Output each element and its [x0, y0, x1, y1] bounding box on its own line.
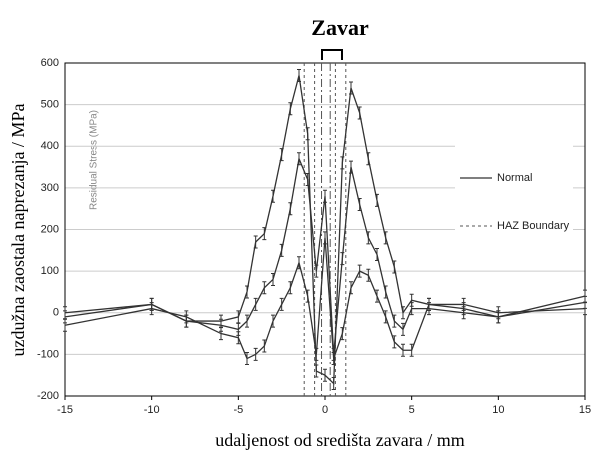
point-marker	[496, 306, 501, 320]
y-tick-label: 0	[53, 307, 59, 319]
point-marker	[349, 81, 353, 95]
y-tick-label: 100	[41, 265, 59, 277]
point-marker	[409, 302, 414, 316]
point-marker	[279, 297, 284, 311]
weld-symbol	[321, 49, 343, 60]
chart-title: Zavar	[311, 15, 369, 40]
point-marker	[314, 364, 319, 378]
point-marker	[357, 106, 362, 120]
point-marker	[245, 285, 249, 299]
x-tick-label: 10	[492, 404, 504, 416]
point-marker	[262, 227, 267, 241]
point-marker	[583, 302, 587, 316]
point-marker	[383, 310, 388, 324]
y-tick-label: -100	[37, 348, 59, 360]
y-tick-label: 600	[41, 57, 59, 69]
point-marker	[340, 252, 345, 266]
plot-frame	[64, 62, 586, 397]
y-axis-label: uzdužna zaostala naprezanja / MPa	[8, 104, 28, 357]
point-marker	[392, 260, 397, 274]
point-marker	[149, 302, 154, 316]
point-marker	[331, 377, 336, 391]
point-marker	[366, 231, 371, 245]
point-marker	[245, 314, 249, 328]
y-tick-label: -200	[37, 390, 59, 402]
point-marker	[340, 156, 345, 170]
point-marker	[184, 310, 189, 324]
point-marker	[297, 152, 301, 166]
point-marker	[288, 281, 293, 295]
point-marker	[236, 331, 241, 345]
point-marker	[314, 264, 319, 278]
legend-box	[455, 128, 573, 238]
point-marker	[305, 173, 310, 187]
point-marker	[305, 289, 310, 303]
point-marker	[375, 289, 379, 303]
x-axis-label: udaljenost od središta zavara / mm	[215, 430, 464, 450]
x-tick-label: -15	[57, 404, 73, 416]
point-marker	[461, 297, 466, 311]
y-tick-label: 400	[41, 140, 59, 152]
point-marker	[392, 335, 397, 349]
x-tick-label: 15	[579, 404, 591, 416]
point-marker	[409, 343, 414, 357]
point-marker	[392, 314, 397, 328]
point-marker	[349, 160, 353, 174]
y-tick-label: 200	[41, 223, 59, 235]
point-marker	[271, 272, 275, 286]
point-marker	[279, 243, 284, 257]
point-marker	[314, 347, 319, 361]
point-marker	[375, 193, 379, 207]
point-marker	[383, 285, 388, 299]
point-marker	[305, 127, 310, 141]
series-line	[64, 237, 586, 360]
point-marker	[245, 352, 249, 366]
point-marker	[323, 368, 327, 382]
point-marker	[375, 247, 379, 261]
legend-label: HAZ Boundary	[497, 220, 570, 232]
point-marker	[357, 198, 362, 212]
x-tick-label: 0	[322, 404, 328, 416]
point-marker	[253, 297, 258, 311]
point-marker	[279, 148, 284, 162]
point-marker	[323, 231, 327, 245]
point-marker	[331, 352, 336, 366]
point-marker	[262, 281, 267, 295]
point-marker	[349, 281, 353, 295]
legend-label: Normal	[497, 172, 532, 184]
point-marker	[366, 152, 371, 166]
point-marker	[401, 322, 405, 336]
point-marker	[297, 68, 301, 82]
point-marker	[401, 306, 405, 320]
x-tick-label: 5	[409, 404, 415, 416]
point-marker	[288, 202, 293, 216]
x-tick-label: -5	[233, 404, 243, 416]
point-marker	[357, 264, 362, 278]
point-marker	[253, 347, 258, 361]
point-marker	[323, 189, 327, 203]
point-marker	[366, 268, 371, 282]
point-marker	[297, 256, 301, 270]
point-marker	[271, 314, 275, 328]
inner-label: Residual Stress (MPa)	[89, 110, 100, 210]
point-marker	[340, 327, 345, 341]
x-tick-label: -10	[144, 404, 160, 416]
point-marker	[63, 318, 67, 332]
y-tick-label: 500	[41, 99, 59, 111]
point-marker	[383, 231, 388, 245]
point-marker	[288, 102, 293, 116]
point-marker	[262, 339, 267, 353]
point-marker	[427, 297, 431, 311]
point-marker	[271, 189, 275, 203]
point-marker	[219, 327, 223, 341]
point-marker	[401, 343, 405, 357]
point-marker	[253, 235, 258, 249]
y-tick-label: 300	[41, 182, 59, 194]
